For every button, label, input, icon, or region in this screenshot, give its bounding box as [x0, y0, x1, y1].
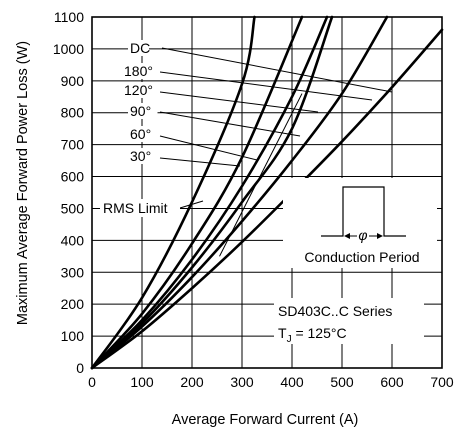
- y-tick-label: 400: [61, 232, 85, 248]
- y-tick-label: 0: [76, 360, 84, 376]
- leader-line: [159, 111, 301, 137]
- x-axis-label: Average Forward Current (A): [172, 412, 359, 428]
- curve-label-bg: [128, 103, 158, 119]
- series-line-120deg: [90, 15, 334, 370]
- x-tick-label: 600: [380, 374, 404, 390]
- series-line-180deg: [90, 15, 389, 370]
- curve-label-2: 120°: [124, 82, 153, 98]
- curve-label-bg: [128, 148, 158, 164]
- leader-line: [159, 157, 241, 167]
- phi-symbol: φ: [358, 227, 367, 243]
- rms-label-bg: [100, 199, 180, 217]
- curve-label-5: 30°: [130, 148, 151, 164]
- series-line-60deg: [90, 15, 304, 370]
- y-tick-label: 700: [61, 137, 85, 153]
- rms-limit-label: RMS Limit: [103, 200, 168, 216]
- y-tick-label: 600: [61, 169, 85, 185]
- series-annotation: SD403C..C Series TJ = 125°C: [274, 298, 424, 345]
- conduction-period-label: Conduction Period: [304, 249, 419, 265]
- plot-frame: [91, 16, 443, 369]
- conduction-waveform: [321, 186, 406, 237]
- y-tick-label: 1000: [53, 41, 84, 57]
- phi-label-bg: [357, 229, 369, 241]
- x-tick-label: 500: [330, 374, 354, 390]
- curve-label-0: DC: [130, 40, 150, 56]
- x-tick-label: 200: [180, 374, 204, 390]
- curve-label-1: 180°: [124, 63, 153, 79]
- y-tick-label: 200: [61, 296, 85, 312]
- label-leaders: [159, 47, 393, 209]
- leader-line: [159, 91, 319, 113]
- series-line-90deg: [90, 15, 329, 370]
- curve-label-3: 90°: [130, 103, 151, 119]
- inset-background: [283, 178, 437, 268]
- rms-limit-line: [219, 93, 303, 257]
- curve-label-bg: [122, 63, 160, 79]
- leader-line: [159, 71, 373, 101]
- leader-line: [161, 47, 393, 93]
- series-line-30deg: [90, 15, 256, 370]
- tick-labels: 0 100 200 300 400 500 600 700 0 100 200 300 400 500 60…: [53, 9, 454, 390]
- series-name-label: SD403C..C Series: [278, 303, 392, 319]
- y-tick-label: 800: [61, 105, 85, 121]
- y-tick-label: 500: [61, 200, 85, 216]
- y-tick-label: 900: [61, 73, 85, 89]
- x-tick-label: 100: [130, 374, 154, 390]
- y-tick-label: 100: [61, 328, 85, 344]
- tj-label: TJ = 125°C: [278, 325, 347, 345]
- conduction-inset: φ Conduction Period: [283, 178, 437, 268]
- y-tick-label: 1100: [54, 9, 84, 25]
- x-tick-label: 400: [280, 374, 304, 390]
- x-tick-label: 300: [230, 374, 254, 390]
- series-annotation-bg: [274, 298, 424, 344]
- x-tick-label: 700: [430, 374, 454, 390]
- curve-label-bg: [122, 82, 160, 98]
- leader-line: [159, 135, 258, 161]
- phi-arrow-left-head: [344, 233, 350, 239]
- rms-leader-line: [179, 200, 204, 209]
- curve-labels: DC 180° 120° 90° 60° 30° RMS Limit: [100, 40, 180, 217]
- curve-label-4: 60°: [130, 126, 151, 142]
- y-axis-label: Maximum Average Forward Power Loss (W): [15, 41, 31, 325]
- x-tick-label: 0: [88, 374, 96, 390]
- curve-label-bg: [128, 126, 158, 142]
- rms-limit-group: [219, 93, 303, 257]
- phi-arrow-right-head: [377, 233, 383, 239]
- curve-label-bg: [128, 40, 149, 56]
- y-tick-label: 300: [61, 264, 85, 280]
